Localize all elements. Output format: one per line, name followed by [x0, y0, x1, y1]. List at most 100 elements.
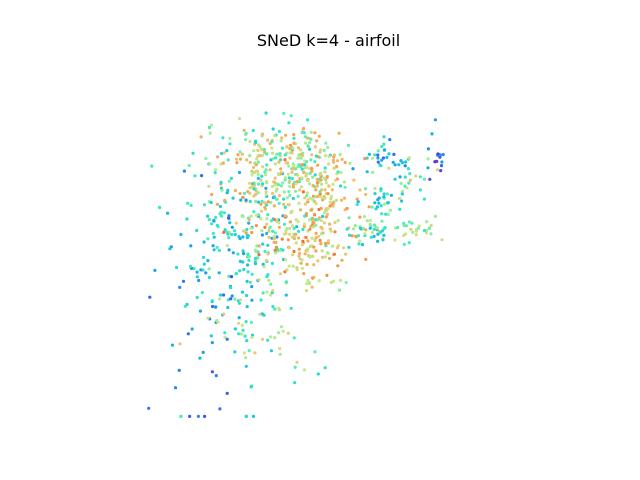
data-point	[227, 214, 231, 218]
data-point	[303, 166, 307, 170]
data-point	[264, 173, 268, 177]
data-point	[276, 172, 280, 176]
data-point	[186, 332, 190, 336]
data-point	[441, 152, 445, 157]
data-point	[217, 271, 221, 275]
data-point	[240, 332, 244, 336]
data-point	[293, 381, 297, 385]
data-point	[214, 305, 218, 309]
data-point	[273, 162, 277, 166]
data-point	[303, 196, 307, 200]
data-point	[185, 302, 189, 306]
data-point	[376, 226, 380, 230]
data-point	[324, 208, 328, 212]
data-point	[270, 184, 274, 189]
data-point	[261, 291, 265, 295]
data-point	[245, 158, 249, 162]
data-point	[256, 172, 260, 177]
data-point	[242, 128, 246, 132]
data-point	[319, 232, 324, 236]
data-point	[403, 164, 407, 168]
data-point	[210, 304, 215, 309]
data-point	[222, 230, 226, 234]
data-point	[375, 205, 380, 209]
data-point	[188, 414, 192, 418]
data-point	[310, 169, 314, 173]
data-point	[295, 266, 299, 270]
data-point	[335, 164, 339, 168]
data-point	[314, 249, 318, 253]
data-point	[294, 218, 298, 222]
data-point	[213, 168, 218, 172]
data-point	[358, 226, 362, 230]
data-point	[385, 192, 389, 196]
data-point	[239, 198, 243, 202]
data-point	[408, 178, 412, 182]
data-point	[310, 166, 314, 170]
data-point	[376, 153, 380, 157]
data-point	[318, 173, 322, 177]
data-point	[283, 214, 287, 218]
data-point	[250, 173, 254, 177]
data-point	[186, 201, 190, 205]
data-point	[265, 152, 269, 156]
data-point	[257, 244, 261, 248]
data-point	[350, 234, 354, 238]
data-point	[283, 205, 287, 209]
data-point	[370, 156, 375, 160]
data-point	[212, 235, 216, 239]
data-point	[340, 157, 344, 161]
data-point	[209, 200, 213, 205]
data-point	[260, 147, 264, 152]
data-point	[383, 202, 387, 206]
data-point	[316, 372, 320, 376]
data-point	[260, 229, 264, 233]
data-point	[378, 231, 382, 235]
data-point	[324, 141, 328, 145]
data-point	[358, 215, 362, 219]
data-point	[264, 111, 268, 115]
data-point	[323, 255, 327, 259]
data-point	[288, 193, 292, 197]
data-point	[352, 178, 356, 182]
data-point	[222, 312, 226, 316]
data-point	[147, 406, 151, 410]
data-point	[252, 187, 256, 191]
data-point	[316, 259, 320, 263]
data-point	[170, 343, 175, 347]
data-point	[311, 175, 315, 179]
data-point	[387, 152, 391, 156]
data-point	[319, 225, 323, 229]
data-point	[238, 259, 242, 263]
data-point	[353, 224, 357, 228]
data-point	[335, 246, 339, 250]
data-point	[229, 275, 234, 279]
data-point	[241, 249, 245, 253]
data-point	[209, 334, 213, 338]
data-point	[208, 162, 212, 166]
data-point	[300, 176, 304, 180]
data-point	[320, 255, 325, 259]
data-point	[372, 223, 376, 227]
data-point	[396, 225, 400, 230]
data-point	[179, 414, 183, 418]
data-point	[319, 206, 323, 210]
data-point	[200, 174, 204, 178]
data-point	[220, 214, 224, 218]
data-point	[314, 154, 318, 158]
data-point	[422, 228, 427, 233]
data-point	[226, 232, 230, 236]
data-point	[202, 262, 206, 266]
data-point	[212, 248, 216, 252]
data-point	[311, 225, 315, 229]
data-point	[348, 161, 352, 165]
data-point	[305, 262, 309, 266]
data-point	[329, 194, 334, 198]
data-point	[312, 245, 316, 249]
data-point	[267, 278, 271, 282]
data-point	[308, 227, 312, 231]
data-point	[300, 266, 304, 270]
data-point	[245, 233, 249, 238]
data-point	[312, 263, 316, 267]
